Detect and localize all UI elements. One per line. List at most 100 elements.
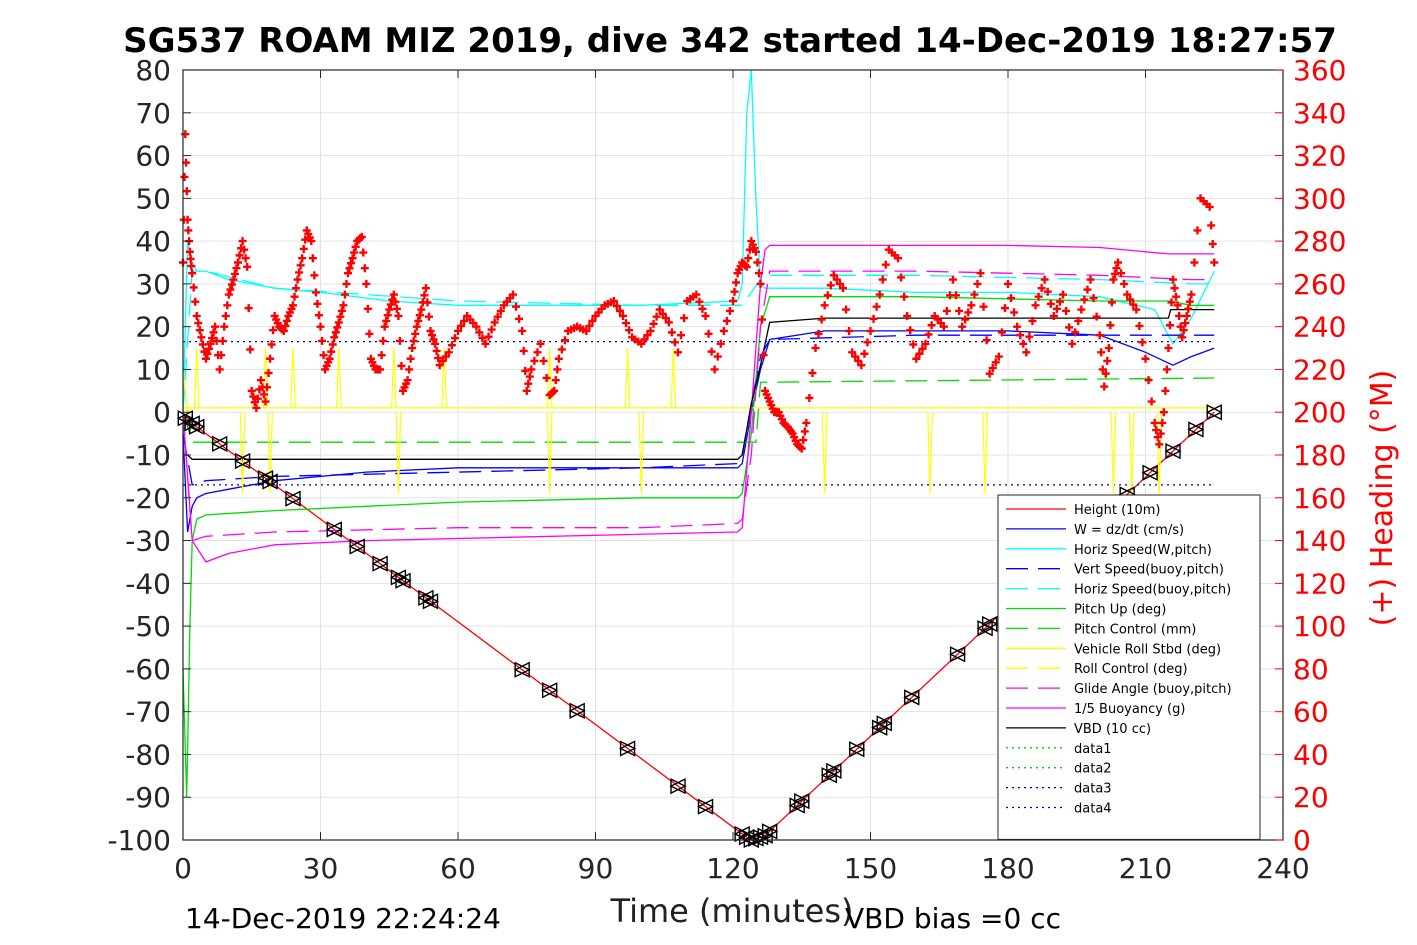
heading-point: [826, 281, 835, 290]
heading-point: [758, 315, 767, 324]
heading-point: [701, 311, 710, 320]
heading-point: [872, 302, 881, 311]
heading-point: [915, 349, 924, 358]
heading-point: [1156, 429, 1165, 438]
heading-point: [842, 305, 851, 314]
heading-point: [1086, 275, 1095, 284]
heading-point: [1016, 331, 1025, 340]
heading-point: [264, 369, 273, 378]
marker-left-triangle: [325, 521, 342, 538]
heading-point: [625, 326, 634, 335]
heading-point: [227, 280, 236, 289]
heading-point: [429, 335, 438, 344]
heading-point: [218, 336, 227, 345]
legend-entry: data2: [1074, 762, 1112, 777]
heading-markers: [179, 130, 1219, 453]
heading-point: [493, 312, 502, 321]
heading-point: [994, 352, 1003, 361]
heading-point: [434, 354, 443, 363]
heading-point: [325, 354, 334, 363]
y-tick-label: 0: [153, 396, 171, 429]
heading-point: [530, 356, 539, 365]
x-tick-label: 120: [706, 852, 759, 885]
heading-point: [808, 369, 817, 378]
heading-point: [408, 344, 417, 353]
heading-point: [252, 403, 261, 412]
heading-point: [1080, 295, 1089, 304]
legend-entry: data4: [1074, 802, 1112, 817]
x-tick-label: 0: [174, 852, 192, 885]
heading-point: [1190, 258, 1199, 267]
heading-point: [426, 326, 435, 335]
heading-point: [710, 365, 719, 374]
heading-point: [308, 254, 317, 263]
heading-point: [649, 319, 658, 328]
y-tick-label: 50: [135, 182, 171, 215]
heading-point: [209, 328, 218, 337]
heading-point: [1104, 344, 1113, 353]
heading-point: [220, 322, 229, 331]
marker-left-triangle: [389, 569, 407, 586]
heading-point: [1170, 284, 1179, 293]
heading-point: [438, 356, 447, 365]
heading-point: [1179, 326, 1188, 335]
roll-spike: [624, 348, 631, 408]
heading-point: [848, 348, 857, 357]
y-tick-label: 60: [135, 140, 171, 173]
y-tick-label: 20: [135, 311, 171, 344]
heading-point: [719, 326, 728, 335]
y2-tick-label: 100: [1293, 610, 1346, 643]
heading-point: [1107, 298, 1116, 307]
heading-point: [1172, 292, 1181, 301]
roll-spike: [927, 412, 933, 494]
heading-point: [314, 311, 323, 320]
heading-point: [1129, 300, 1138, 309]
heading-point: [249, 392, 258, 401]
heading-point: [282, 316, 291, 325]
marker-left-triangle: [981, 615, 998, 633]
legend-entry: Pitch Up (deg): [1074, 603, 1166, 618]
heading-point: [226, 285, 235, 294]
y2-tick-label: 160: [1293, 482, 1346, 515]
legend-entry: Pitch Control (mm): [1074, 622, 1196, 637]
heading-point: [1117, 269, 1126, 278]
heading-point: [955, 306, 964, 315]
roll-spike: [239, 412, 246, 494]
heading-point: [192, 311, 201, 320]
legend-entry: 1/5 Buoyancy (g): [1074, 702, 1185, 717]
marker-left-triangle: [348, 538, 365, 555]
heading-point: [281, 321, 290, 330]
heading-point: [195, 326, 204, 335]
heading-point: [906, 326, 915, 335]
heading-point: [851, 352, 860, 361]
heading-point: [1052, 304, 1061, 313]
heading-point: [560, 336, 569, 345]
heading-point: [942, 306, 951, 315]
heading-point: [704, 329, 713, 338]
y2-tick-label: 220: [1293, 353, 1346, 386]
heading-point: [420, 291, 429, 300]
heading-point: [845, 326, 854, 335]
heading-point: [522, 386, 531, 395]
marker-left-triangle: [188, 418, 205, 435]
heading-point: [183, 215, 192, 224]
heading-point: [299, 244, 308, 253]
heading-point: [395, 336, 404, 345]
heading-point: [939, 322, 948, 331]
heading-point: [1162, 365, 1171, 374]
heading-point: [460, 316, 469, 325]
heading-point: [1182, 311, 1191, 320]
heading-point: [970, 290, 979, 299]
series-line-pitch_ctrl: [182, 377, 1215, 443]
series-line-w: [182, 330, 1215, 533]
heading-point: [1210, 258, 1219, 267]
heading-point: [707, 347, 716, 356]
heading-point: [698, 304, 707, 313]
heading-point: [875, 290, 884, 299]
heading-point: [383, 311, 392, 320]
heading-point: [550, 386, 559, 395]
legend-entry: Horiz Speed(W,pitch): [1074, 543, 1212, 558]
legend-entry: data1: [1074, 742, 1112, 757]
heading-point: [348, 254, 357, 263]
heading-point: [695, 297, 704, 306]
